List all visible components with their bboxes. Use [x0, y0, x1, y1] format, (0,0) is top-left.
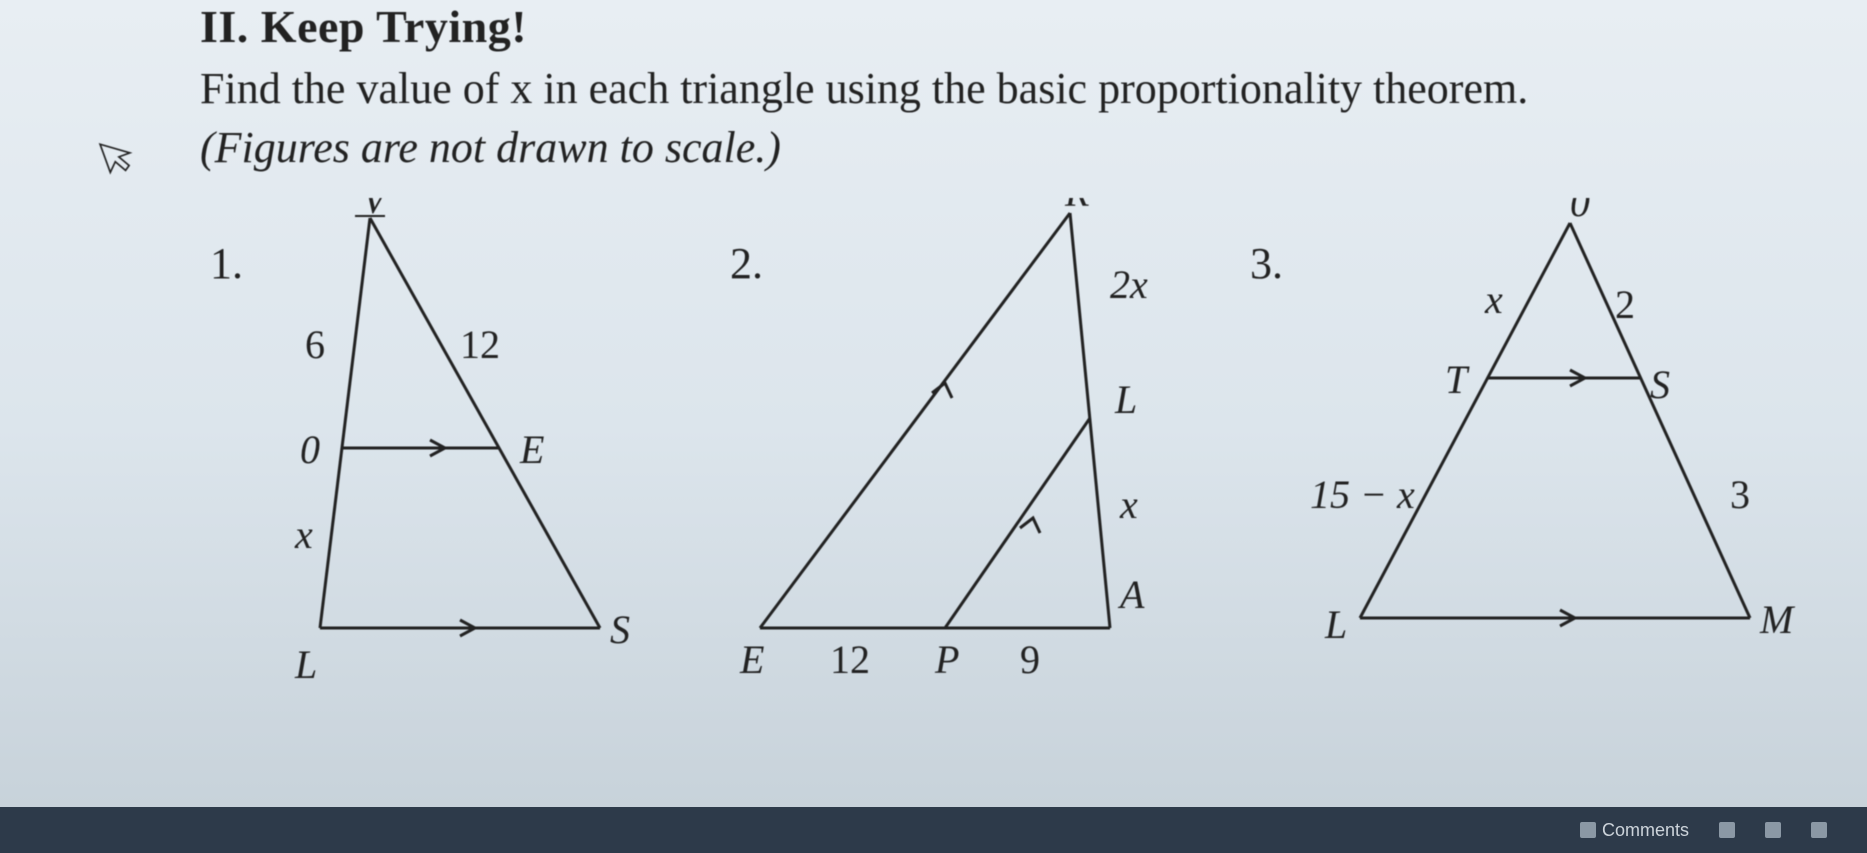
- taskbar-view-icon-3[interactable]: [1811, 822, 1827, 838]
- fig3-O: 0: [1570, 198, 1590, 225]
- instruction-line-2: (Figures are not drawn to scale.): [200, 118, 1807, 177]
- figure-3: 3. 0 x 2 T S 15 − x 3 L: [1250, 198, 1810, 703]
- fig2-x: x: [1119, 482, 1138, 527]
- fig1-x: x: [294, 512, 313, 557]
- fig2-E: E: [739, 637, 764, 682]
- header: II. Keep Trying! Find the value of x in …: [200, 0, 1807, 178]
- figure-2: 2. R 2x L x A E 12 P: [690, 198, 1230, 703]
- layout-icon: [1765, 822, 1781, 838]
- figure-2-svg: R 2x L x A E 12 P 9: [690, 198, 1230, 698]
- page-icon: [1811, 822, 1827, 838]
- figure-1-svg: V 6 12 0 E x L S: [200, 198, 670, 698]
- fig3-2: 2: [1615, 282, 1635, 327]
- fig3-3: 3: [1730, 472, 1750, 517]
- fig1-V: V: [362, 198, 391, 222]
- fig2-9: 9: [1020, 637, 1040, 682]
- taskbar-comments[interactable]: Comments: [1580, 820, 1689, 841]
- fig3-15mx: 15 − x: [1310, 472, 1415, 517]
- worksheet-page: II. Keep Trying! Find the value of x in …: [0, 0, 1867, 853]
- fig1-6: 6: [305, 322, 325, 367]
- taskbar-view-icon-1[interactable]: [1719, 822, 1735, 838]
- fig3-T: T: [1445, 357, 1470, 402]
- figure-2-number: 2.: [730, 238, 763, 289]
- fig3-S: S: [1650, 362, 1670, 407]
- fig1-O: 0: [300, 427, 320, 472]
- fig2-L: L: [1114, 377, 1137, 422]
- fig2-2x: 2x: [1110, 262, 1148, 307]
- fig2-P: P: [934, 637, 959, 682]
- figure-1-number: 1.: [210, 238, 243, 289]
- fig2-A: A: [1117, 572, 1145, 617]
- fig1-E: E: [519, 427, 544, 472]
- figures-row: 1. V 6 12 0 E x L S: [200, 198, 1807, 703]
- fig3-M: M: [1759, 597, 1796, 642]
- comment-icon: [1580, 822, 1596, 838]
- comments-label: Comments: [1602, 820, 1689, 841]
- fig2-R: R: [1064, 198, 1089, 215]
- taskbar-view-icon-2[interactable]: [1765, 822, 1781, 838]
- instruction-line-1: Find the value of x in each triangle usi…: [200, 59, 1807, 118]
- fig3-Lv: L: [1324, 602, 1347, 647]
- cursor-icon: [93, 130, 148, 191]
- section-title: II. Keep Trying!: [200, 0, 1807, 53]
- fig1-L: L: [294, 642, 317, 687]
- figure-3-svg: 0 x 2 T S 15 − x 3 L M: [1250, 198, 1810, 698]
- fig1-12: 12: [460, 322, 500, 367]
- fig3-x: x: [1484, 277, 1503, 322]
- fig2-12: 12: [830, 637, 870, 682]
- figure-1: 1. V 6 12 0 E x L S: [200, 198, 670, 703]
- fig1-S: S: [610, 607, 630, 652]
- grid-icon: [1719, 822, 1735, 838]
- figure-3-number: 3.: [1250, 238, 1283, 289]
- taskbar: Comments: [0, 807, 1867, 853]
